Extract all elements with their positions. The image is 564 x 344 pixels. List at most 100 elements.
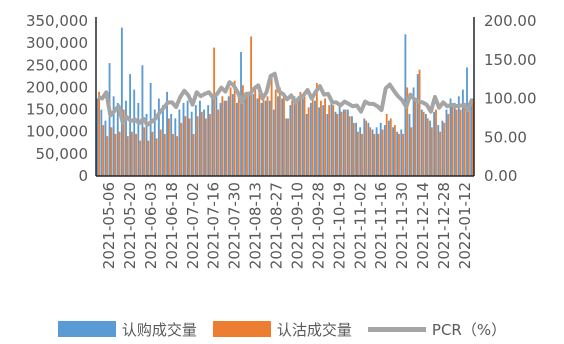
put-bar <box>254 87 257 176</box>
call-bar <box>260 102 263 176</box>
call-bar <box>396 131 399 176</box>
put-bar <box>225 100 228 176</box>
put-bar <box>135 133 137 176</box>
put-bar <box>159 129 162 176</box>
put-bar <box>168 118 170 176</box>
call-bar <box>277 96 279 176</box>
call-bar <box>412 87 415 176</box>
call-bar <box>449 98 452 176</box>
call-bar <box>457 96 460 176</box>
left-y-tick-label: 350,000 <box>26 12 88 30</box>
call-bar <box>289 105 292 176</box>
put-bar <box>344 109 347 176</box>
put-bar <box>361 133 363 176</box>
call-bar <box>281 98 284 176</box>
x-tick-label: 2021-06-18 <box>163 182 181 269</box>
put-bar <box>241 85 244 176</box>
put-bar <box>246 91 248 176</box>
left-y-tick-label: 150,000 <box>26 101 88 119</box>
put-bar <box>283 96 285 176</box>
pcr-swatch <box>367 326 426 332</box>
put-bar <box>455 109 458 176</box>
left-y-tick-label: 50,000 <box>36 145 89 163</box>
legend-call-label: 认购成交量 <box>121 320 197 339</box>
left-y-tick-label: 200,000 <box>26 78 88 96</box>
call-bar <box>383 125 386 176</box>
put-bar <box>172 133 174 176</box>
put-bar <box>221 96 224 176</box>
put-bar <box>250 36 253 176</box>
call-bar <box>379 122 382 176</box>
put-bar <box>217 109 220 176</box>
put-bar <box>328 105 331 176</box>
put-bar <box>357 131 359 176</box>
call-bar <box>453 102 456 176</box>
call-bar <box>203 109 205 176</box>
call-bar <box>400 129 403 176</box>
call-bar <box>371 129 374 176</box>
call-bar <box>256 98 259 176</box>
call-bar <box>215 96 218 176</box>
put-bar <box>426 118 429 176</box>
x-tick-label: 2021-06-03 <box>142 182 160 269</box>
legend: 认购成交量 认沽成交量 PCR（%） <box>0 316 564 342</box>
x-tick-label: 2021-08-13 <box>247 182 265 269</box>
put-bar <box>422 111 425 176</box>
legend-pcr-label: PCR（%） <box>431 320 507 339</box>
put-bar <box>295 98 298 176</box>
x-tick-label: 2021-10-19 <box>330 182 348 269</box>
x-tick-label: 2021-11-30 <box>393 182 411 269</box>
call-bar <box>137 102 140 176</box>
call-bar <box>207 105 210 176</box>
call-bar <box>470 98 473 176</box>
put-bar <box>213 47 216 176</box>
legend-item-put: 认沽成交量 <box>212 319 352 340</box>
call-bar <box>420 109 423 176</box>
put-bar <box>472 98 474 176</box>
call-bar <box>162 105 164 176</box>
call-bar <box>351 116 353 176</box>
put-bar <box>188 118 191 176</box>
call-bar <box>125 100 127 176</box>
call-bar <box>166 91 168 176</box>
legend-item-call: 认购成交量 <box>57 319 197 340</box>
put-bar <box>155 138 158 176</box>
put-bar <box>176 136 179 176</box>
x-tick-label: 2021-05-06 <box>100 182 118 269</box>
put-bar <box>163 133 166 176</box>
call-bar <box>227 96 230 176</box>
put-bar <box>307 107 310 176</box>
call-bar <box>145 114 148 176</box>
x-tick-label: 2021-11-16 <box>372 182 390 269</box>
x-tick-label: 2021-11-02 <box>351 182 369 269</box>
put-bar <box>410 127 413 176</box>
put-bar <box>98 91 100 176</box>
right-y-tick-labels: 0.00 50.00 100.00 150.00 200.00 <box>484 12 537 185</box>
put-bar <box>196 116 199 176</box>
put-bar <box>258 91 261 176</box>
put-bar <box>274 89 277 176</box>
put-bar <box>204 118 207 176</box>
call-bar <box>359 127 362 176</box>
put-bar <box>402 133 405 176</box>
put-bar <box>348 116 351 176</box>
put-bar <box>340 111 343 176</box>
x-tick-label: 2021-12-28 <box>435 182 453 269</box>
left-y-tick-labels: 0 50,000 100,000 150,000 200,000 250,000 300,0… <box>26 12 88 185</box>
put-bar <box>352 122 355 176</box>
call-bar <box>433 111 436 176</box>
call-bar <box>342 109 345 176</box>
put-bar <box>320 100 322 176</box>
call-bar <box>437 125 440 176</box>
call-bar <box>416 74 419 176</box>
call-bar <box>322 105 325 176</box>
call-bar <box>211 98 214 176</box>
call-bar <box>314 100 316 176</box>
right-y-tick-label: 0.00 <box>484 167 517 185</box>
call-bar <box>318 107 321 176</box>
put-bar <box>262 94 265 176</box>
legend-put-label: 认沽成交量 <box>276 320 352 339</box>
put-bar <box>299 91 302 176</box>
put-bar <box>369 127 372 176</box>
call-swatch <box>57 321 116 337</box>
